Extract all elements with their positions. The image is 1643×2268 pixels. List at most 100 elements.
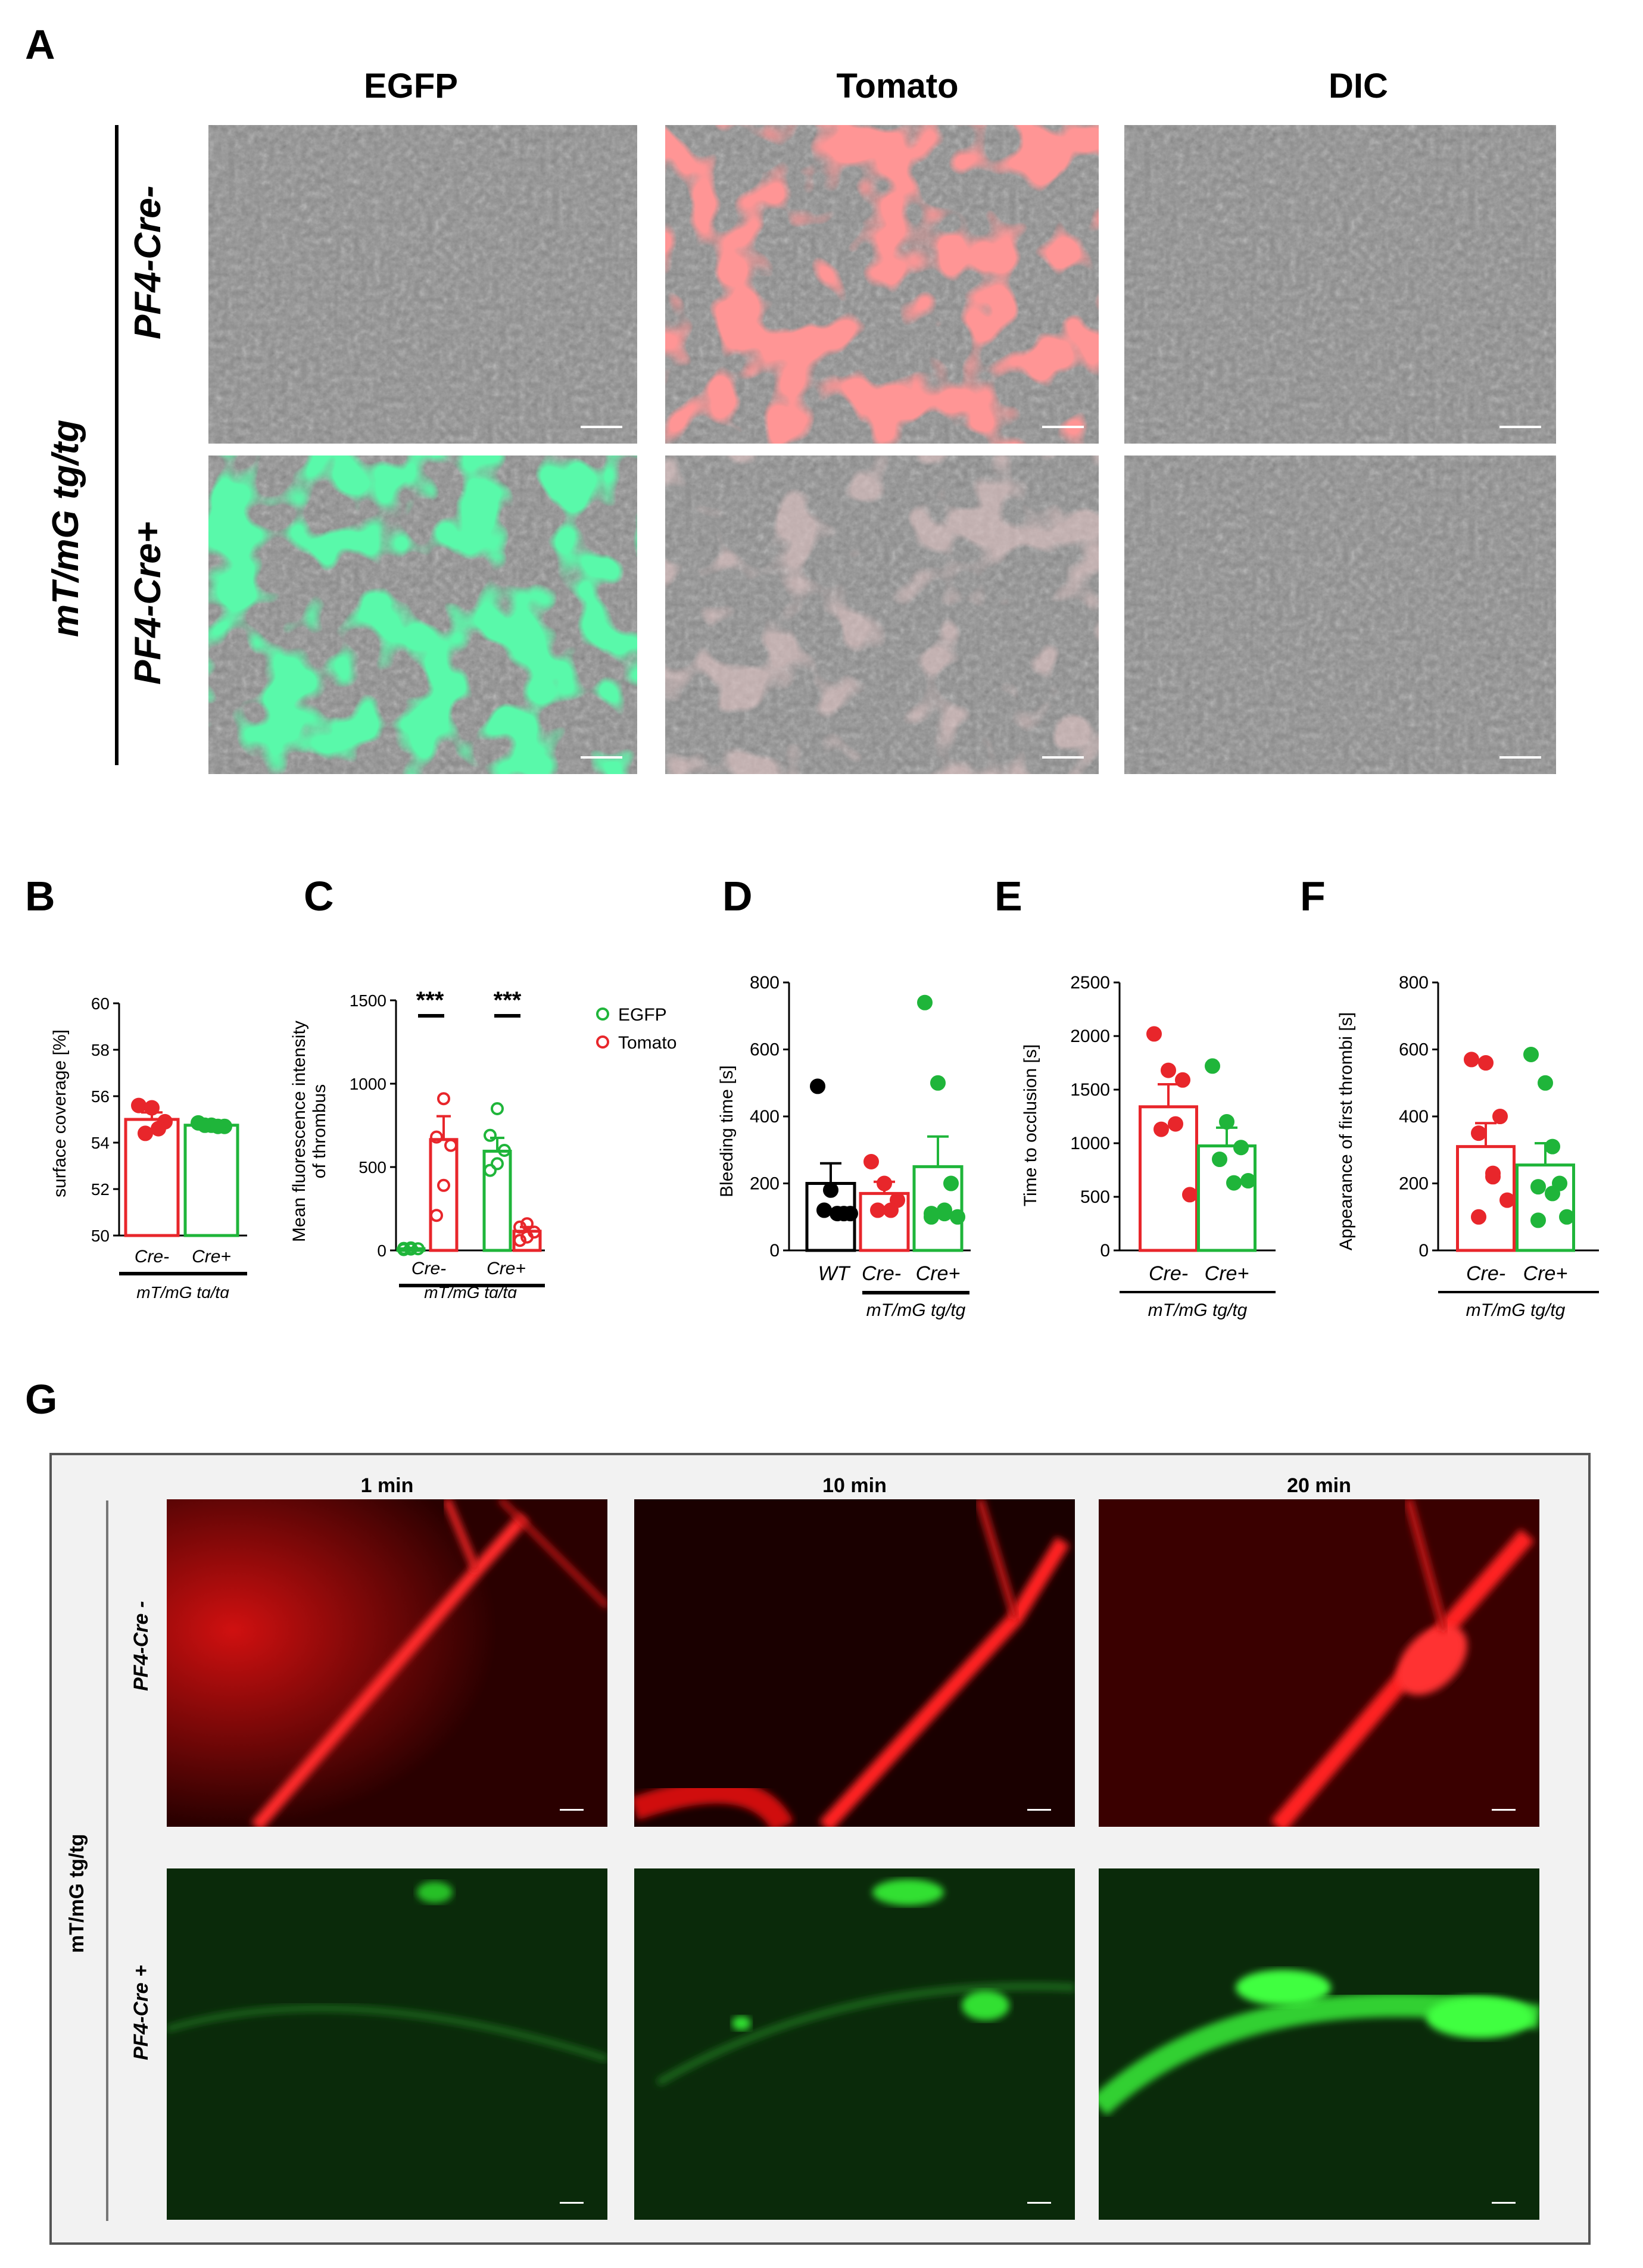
chart-f-plot: 800 600 400 200 0 (1399, 973, 1599, 1261)
micrograph-dic-cre-pos (1124, 456, 1556, 774)
chart-c-point-1-1-4 (520, 1217, 534, 1231)
panel-b-letter: B (25, 873, 55, 919)
chart-d-point-2-1 (930, 1075, 946, 1091)
panel-d-letter: D (722, 873, 753, 919)
chart-d-point-2-2 (943, 1175, 959, 1191)
chart-e-point-0-1 (1161, 1062, 1176, 1078)
chart-f-ytick-label-0: 800 (1399, 973, 1429, 993)
chart-b-ytick-label-4: 52 (91, 1180, 110, 1199)
panel-e-letter: E (994, 873, 1022, 919)
chart-b: surface coverage [%] 60 58 56 54 52 50 Cre- C… (50, 994, 247, 1298)
chart-c-point-0-1-3 (430, 1130, 443, 1144)
chart-d-ylabel: Bleeding time [s] (717, 1065, 737, 1197)
micrograph-dic-cre-neg (1124, 125, 1556, 444)
chart-b-ytick-label-0: 60 (91, 994, 110, 1013)
chart-d-ytick-label-3: 200 (750, 1174, 780, 1194)
chart-f-point-0-2 (1492, 1109, 1508, 1124)
chart-d-point-0-0 (810, 1078, 825, 1094)
chart-b-bar-1 (183, 1124, 239, 1237)
chart-e-point-1-4 (1226, 1175, 1242, 1191)
chart-e-plot: 2500 2000 1500 1000 500 0 (1070, 973, 1276, 1261)
chart-d-point-0-1 (823, 1182, 838, 1198)
intravital-cre-pos-10min (634, 1868, 1075, 2220)
chart-c-point-1-0-2 (498, 1144, 511, 1157)
intravital-cre-neg-10min (634, 1499, 1075, 1827)
chart-f-ytick-label-4: 0 (1418, 1241, 1429, 1261)
panel-g-group-label: mT/mG tg/tg (66, 1833, 88, 1953)
chart-c-bar-1-0 (482, 1149, 512, 1252)
chart-c-sig-bar-0 (418, 1014, 444, 1018)
chart-c-ytick-label-0: 1500 (350, 991, 386, 1010)
chart-b-point-0-0 (131, 1097, 146, 1113)
chart-b-plot: 60 58 56 54 52 50 (91, 994, 247, 1245)
chart-c-ytick-label-3: 0 (377, 1241, 386, 1260)
intravital-cre-pos-1min (167, 1868, 607, 2220)
chart-f-cat-1: Cre+ (1523, 1262, 1568, 1285)
chart-b-point-1-4 (210, 1118, 226, 1134)
panel-a-letter: A (25, 21, 55, 68)
chart-d-point-0-5 (843, 1206, 858, 1222)
chart-e-point-1-5 (1240, 1173, 1256, 1188)
chart-d-point-0-3 (816, 1202, 832, 1218)
chart-c-ytick-label-2: 500 (358, 1158, 386, 1177)
panel-a-col-tomato: Tomato (836, 67, 959, 105)
chart-c-sig-bar-1 (494, 1014, 520, 1018)
panel-g-row-cre-pos: PF4-Cre + (130, 1965, 152, 2060)
chart-f-point-0-7 (1485, 1165, 1501, 1181)
chart-b-group-bar (119, 1272, 247, 1275)
chart-c-cat-0: Cre- (411, 1259, 446, 1278)
chart-d-ytick-label-1: 600 (750, 1040, 780, 1060)
chart-c-group-bar (399, 1284, 545, 1287)
chart-d-ytick-label-0: 800 (750, 973, 780, 993)
chart-c-point-1-0-1 (491, 1157, 504, 1171)
chart-e-point-0-0 (1146, 1026, 1162, 1042)
micrograph-egfp-cre-neg (208, 125, 637, 444)
chart-b-cat-1: Cre+ (192, 1247, 231, 1266)
chart-e-point-1-3 (1212, 1152, 1227, 1167)
legend-tomato-marker (596, 1035, 609, 1049)
chart-c-ylabel-2: of thrombus (310, 1084, 329, 1178)
chart-b-ylabel: surface coverage [%] (50, 1030, 70, 1197)
chart-f-point-1-4 (1545, 1186, 1560, 1202)
panel-c-letter: C (304, 873, 334, 919)
panel-a-group-label: mT/mG tg/tg (45, 419, 86, 637)
chart-d-point-0-4 (830, 1206, 845, 1222)
chart-b-ytick-label-5: 50 (91, 1227, 110, 1245)
chart-f-ytick-label-2: 400 (1399, 1107, 1429, 1127)
chart-f-ytick-label-3: 200 (1399, 1174, 1429, 1194)
chart-b-ytick-label-3: 54 (91, 1134, 110, 1152)
chart-d-ytick-label-4: 0 (769, 1241, 780, 1261)
chart-e-bar-0 (1139, 1105, 1198, 1252)
chart-c-ylabel-1: Mean fluorescence intensity (292, 1021, 309, 1242)
chart-c-ytick-label-1: 1000 (350, 1075, 386, 1093)
chart-e-point-1-1 (1219, 1114, 1234, 1130)
chart-b-cat-0: Cre- (135, 1247, 169, 1266)
chart-e-ytick-label-0: 2500 (1070, 973, 1110, 993)
chart-f-point-1-3 (1530, 1179, 1546, 1195)
panel-g-letter: G (25, 1376, 58, 1422)
chart-b-point-0-4 (151, 1121, 166, 1137)
chart-e-ytick-label-1: 2000 (1070, 1027, 1110, 1046)
micrograph-tomato-cre-pos (665, 456, 1099, 774)
chart-c-point-1-1-2 (528, 1225, 541, 1239)
chart-d-group-bar (862, 1291, 969, 1294)
chart-e-point-0-2 (1175, 1072, 1190, 1088)
panel-g-row-cre-neg: PF4-Cre - (130, 1601, 152, 1691)
panel-a-col-egfp: EGFP (364, 67, 458, 105)
chart-e-point-1-2 (1233, 1140, 1249, 1156)
chart-d-point-2-5 (950, 1209, 965, 1225)
chart-f-point-1-0 (1523, 1046, 1539, 1062)
chart-c-plot: 1500 1000 500 0 (350, 991, 545, 1260)
chart-c-group: mT/mG tg/tg (424, 1283, 517, 1298)
chart-c-point-0-0-2 (411, 1242, 425, 1256)
chart-f-cat-0: Cre- (1466, 1262, 1505, 1285)
chart-f-point-0-5 (1499, 1192, 1515, 1208)
micrograph-egfp-cre-pos (208, 456, 637, 774)
chart-d-plot: 800 600 400 200 0 (750, 973, 971, 1261)
chart-f-point-0-6 (1471, 1209, 1486, 1225)
chart-f-point-0-1 (1478, 1055, 1494, 1071)
panel-g-col-1min: 1 min (360, 1474, 414, 1497)
chart-f-point-0-0 (1464, 1052, 1479, 1068)
chart-e-ytick-label-5: 0 (1100, 1241, 1110, 1261)
